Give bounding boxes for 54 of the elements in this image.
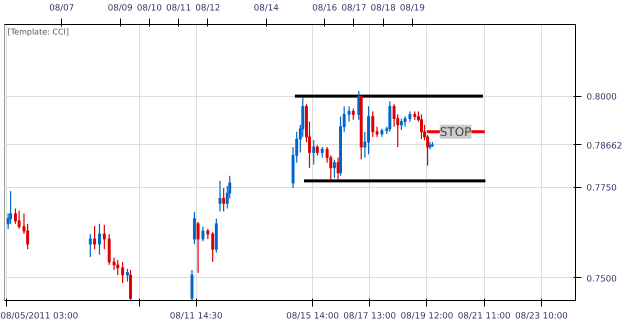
candlestick: [98, 223, 101, 256]
candlestick: [206, 228, 210, 240]
x2-tick-label: 08/14: [254, 4, 280, 14]
y-tick-label: 0.78662: [586, 141, 622, 152]
candlestick: [320, 146, 324, 158]
x2-tick-label: 08/11: [166, 4, 192, 14]
x-tick-label: 08/19 12:00: [400, 312, 454, 322]
candlestick: [88, 233, 92, 258]
candlestick: [116, 259, 120, 276]
candlestick: [222, 188, 226, 212]
y-tick-label: 0.7750: [586, 184, 617, 194]
x2-tick-label: 08/10: [136, 4, 162, 14]
x2-tick-label: 08/16: [312, 4, 338, 14]
annotation: STOP: [440, 124, 472, 139]
y-tick-label: 0.7500: [586, 274, 617, 284]
candlestick: [352, 108, 355, 120]
x2-tick-label: 08/09: [108, 4, 133, 14]
candlestick: [316, 144, 319, 156]
candlestick: [420, 114, 423, 140]
candlestick: [218, 180, 222, 212]
x-tick-label: 08/23 10:00: [515, 312, 568, 322]
candlestick: [348, 106, 351, 122]
candlestick: [408, 110, 412, 122]
candlestick: [196, 221, 200, 274]
candlestick: [201, 226, 204, 242]
x2-tick-label: 08/17: [341, 4, 366, 14]
annotation: [Template: CCI]: [8, 28, 70, 36]
candlestick: [121, 261, 124, 284]
candlestick: [312, 140, 316, 166]
candlestick: [108, 233, 111, 266]
candlestick: [404, 116, 407, 128]
x-tick-label: 08/15 14:00: [286, 312, 339, 322]
candlestick: [400, 118, 403, 131]
candlestick: [102, 224, 106, 250]
x2-tick-label: 08/07: [49, 4, 74, 14]
candlestick: [211, 232, 214, 263]
x2-tick-label: 08/19: [400, 4, 425, 14]
x-tick-label: 08/21 11:00: [458, 312, 511, 322]
candlestick: [190, 269, 194, 300]
x2-tick-label: 08/18: [370, 4, 396, 14]
candlestick: [332, 159, 336, 179]
x-tick-label: 08/05/2011 03:00: [0, 312, 78, 322]
x-tick-label: 08/11 14:30: [170, 312, 223, 322]
candlestick: [129, 269, 132, 300]
candlestick: [192, 211, 196, 245]
candlestick: [18, 210, 21, 230]
x2-tick-label: 08/12: [195, 4, 220, 14]
candlestick: [371, 110, 374, 138]
candlestick: [388, 100, 392, 132]
x-tick-label: 08/17 13:00: [343, 312, 396, 322]
candlestick: [126, 268, 129, 282]
candlestick: [112, 256, 116, 271]
y-tick-label: 0.8000: [586, 92, 617, 103]
candlestick: [93, 225, 96, 250]
